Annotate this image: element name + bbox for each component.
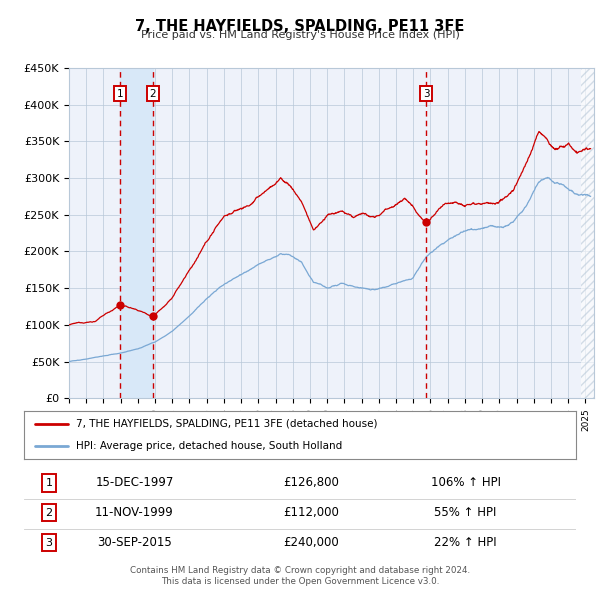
Text: This data is licensed under the Open Government Licence v3.0.: This data is licensed under the Open Gov…	[161, 577, 439, 586]
Text: 2: 2	[45, 508, 52, 518]
Text: 1: 1	[46, 478, 52, 488]
Text: 3: 3	[423, 88, 430, 99]
Text: 55% ↑ HPI: 55% ↑ HPI	[434, 506, 497, 519]
Text: Price paid vs. HM Land Registry's House Price Index (HPI): Price paid vs. HM Land Registry's House …	[140, 30, 460, 40]
Text: £112,000: £112,000	[283, 506, 339, 519]
Text: 1: 1	[116, 88, 123, 99]
Text: £240,000: £240,000	[283, 536, 339, 549]
Text: 2: 2	[149, 88, 156, 99]
Text: Contains HM Land Registry data © Crown copyright and database right 2024.: Contains HM Land Registry data © Crown c…	[130, 566, 470, 575]
Text: £126,800: £126,800	[283, 477, 339, 490]
Text: 11-NOV-1999: 11-NOV-1999	[95, 506, 174, 519]
Bar	[581, 68, 594, 398]
Text: 30-SEP-2015: 30-SEP-2015	[97, 536, 172, 549]
Text: 7, THE HAYFIELDS, SPALDING, PE11 3FE: 7, THE HAYFIELDS, SPALDING, PE11 3FE	[136, 19, 464, 34]
Text: 7, THE HAYFIELDS, SPALDING, PE11 3FE (detached house): 7, THE HAYFIELDS, SPALDING, PE11 3FE (de…	[76, 419, 378, 429]
Bar	[120, 68, 153, 398]
Text: 106% ↑ HPI: 106% ↑ HPI	[431, 477, 500, 490]
Text: 22% ↑ HPI: 22% ↑ HPI	[434, 536, 497, 549]
Text: HPI: Average price, detached house, South Holland: HPI: Average price, detached house, Sout…	[76, 441, 343, 451]
Text: 3: 3	[46, 537, 52, 548]
Text: 15-DEC-1997: 15-DEC-1997	[95, 477, 173, 490]
